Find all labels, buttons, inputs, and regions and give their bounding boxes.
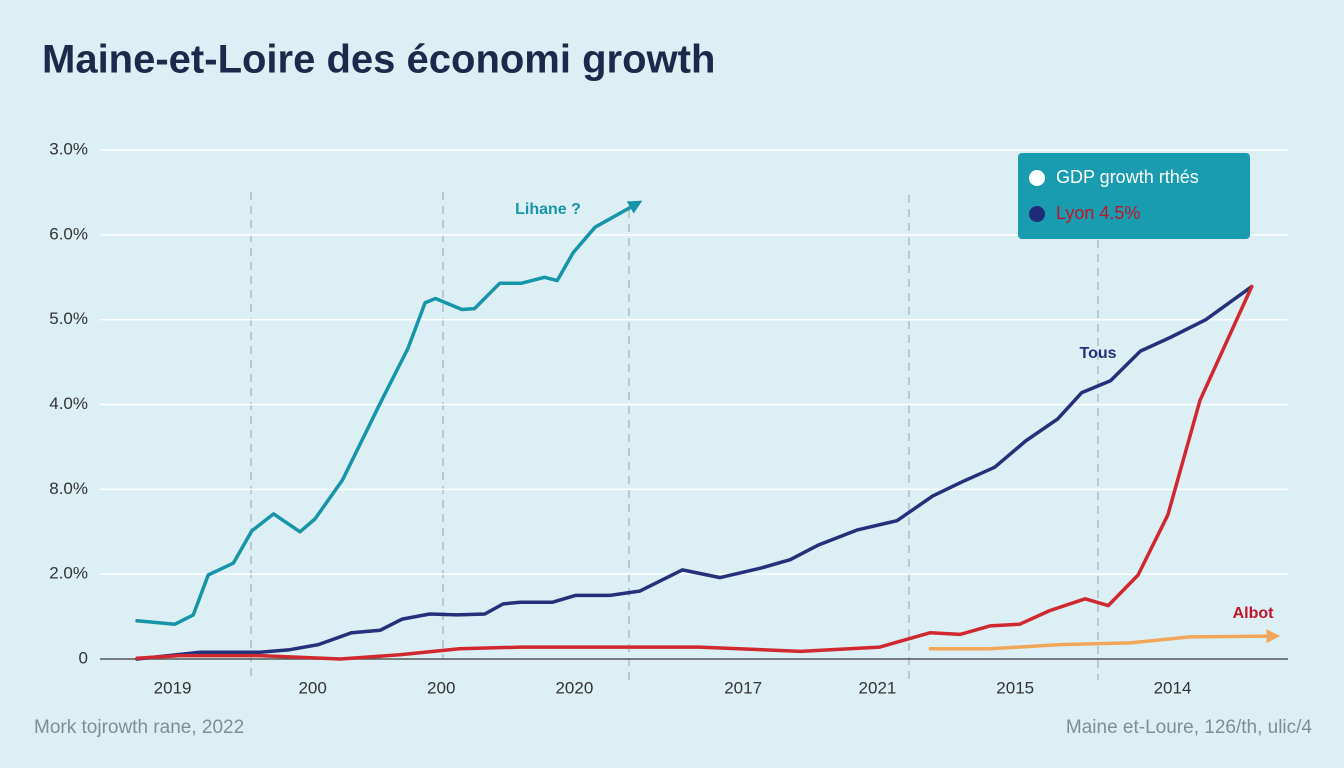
- y-tick-label: 8.0%: [49, 479, 88, 498]
- legend-box: [1018, 153, 1250, 239]
- x-tick-label: 2015: [996, 678, 1034, 697]
- x-tick-label: 2021: [859, 678, 897, 697]
- series-label: Tous: [1079, 345, 1116, 362]
- legend-label: GDP growth rthés: [1056, 167, 1199, 187]
- series-label: Lihane ?: [515, 201, 581, 218]
- series-label: Albot: [1233, 605, 1275, 622]
- legend-marker: [1029, 206, 1045, 222]
- y-tick-label: 3.0%: [49, 139, 88, 158]
- y-tick-label: 2.0%: [49, 564, 88, 583]
- x-tick-label: 200: [298, 678, 326, 697]
- y-tick-label: 0: [79, 648, 88, 667]
- y-tick-label: 5.0%: [49, 309, 88, 328]
- series-line: [135, 200, 643, 626]
- dividers: [250, 192, 1099, 680]
- series-line: [135, 284, 1254, 661]
- chart-title: Maine-et-Loire des économi growth: [42, 38, 715, 82]
- x-tick-label: 2017: [724, 678, 762, 697]
- x-tick-label: 2014: [1154, 678, 1192, 697]
- x-tick-label: 2019: [154, 678, 192, 697]
- x-tick-label: 2020: [555, 678, 593, 697]
- legend-label: Lyon 4.5%: [1056, 203, 1140, 223]
- y-tick-label: 6.0%: [49, 224, 88, 243]
- y-tick-label: 4.0%: [49, 394, 88, 413]
- series-line: [928, 629, 1281, 651]
- footer-left: Mork tojrowth rane, 2022: [34, 717, 244, 738]
- x-tick-label: 200: [427, 678, 455, 697]
- footer-right: Maine et-Loure, 126/th, ulic/4: [1066, 717, 1313, 738]
- series-line: [135, 284, 1254, 661]
- legend-marker: [1029, 170, 1045, 186]
